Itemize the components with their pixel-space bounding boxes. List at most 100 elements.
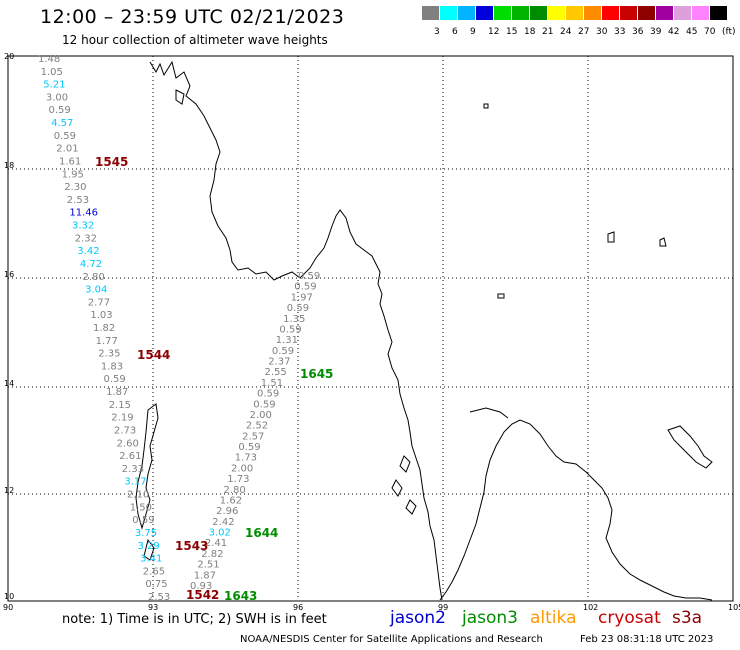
latitude-label: 20 xyxy=(4,52,14,61)
island-andaman xyxy=(135,403,159,530)
swh-value: 3.02 xyxy=(209,528,231,539)
swh-value: 0.93 xyxy=(190,581,212,592)
swh-value: 2.60 xyxy=(117,438,139,449)
swh-value: 4.72 xyxy=(80,259,102,270)
swh-value: 2.37 xyxy=(268,357,290,368)
longitude-label: 102 xyxy=(583,603,598,612)
color-scale-label: 18 xyxy=(524,27,536,37)
island-mergui-3 xyxy=(405,499,417,515)
color-swatch xyxy=(494,6,511,20)
color-swatch xyxy=(548,6,565,20)
swh-value: 1.83 xyxy=(101,361,123,372)
pass-label: 1544 xyxy=(137,348,170,362)
color-scale-label: 3 xyxy=(434,27,440,37)
island-mergui-2 xyxy=(391,479,403,497)
color-swatch xyxy=(674,6,691,20)
swh-value: 2.51 xyxy=(197,560,219,571)
swh-value: 1.51 xyxy=(261,378,283,389)
coast-myanmar xyxy=(149,60,443,601)
swh-value: 2.52 xyxy=(246,421,268,432)
color-scale-label: 12 xyxy=(488,27,500,37)
island-small-3 xyxy=(659,237,667,247)
pass-label: 1543 xyxy=(175,539,208,553)
color-scale-label: 42 xyxy=(668,27,680,37)
swh-value: 3.17 xyxy=(124,477,146,488)
island-small-4 xyxy=(497,293,505,299)
page-subtitle: 12 hour collection of altimeter wave hei… xyxy=(62,33,328,47)
island-small-2 xyxy=(607,231,615,243)
swh-value: 2.10 xyxy=(127,490,149,501)
color-swatch xyxy=(602,6,619,20)
pass-label: 1542 xyxy=(186,588,219,602)
swh-value: 3.00 xyxy=(46,92,68,103)
latitude-label: 18 xyxy=(4,161,14,170)
swh-value: 2.73 xyxy=(114,426,136,437)
color-swatch xyxy=(692,6,709,20)
lat-lon-grid: 20 18 16 14 12 10 90 93 96 99 102 105 xyxy=(3,52,740,612)
longitude-label: 90 xyxy=(3,603,13,612)
swh-value: 1.03 xyxy=(90,310,112,321)
color-scale-label: 30 xyxy=(596,27,608,37)
pass-label: 1645 xyxy=(300,367,333,381)
swh-value: 2.33 xyxy=(122,464,144,475)
swh-value: 0.59 xyxy=(104,374,126,385)
island-mergui-1 xyxy=(399,455,411,473)
swh-value: 1.73 xyxy=(235,453,257,464)
color-swatch xyxy=(710,6,727,20)
swh-value: 1.95 xyxy=(62,169,84,180)
swh-value: 0.59 xyxy=(132,515,154,526)
swh-value: 2.96 xyxy=(216,506,238,517)
generated-timestamp: Feb 23 08:31:18 UTC 2023 xyxy=(580,634,714,645)
color-scale-label: 36 xyxy=(632,27,644,37)
color-scale-label: 45 xyxy=(686,27,698,37)
island-bd-1 xyxy=(175,89,185,105)
swh-value: 0.59 xyxy=(253,399,275,410)
swh-value: 0.59 xyxy=(272,346,294,357)
pass-label: 1643 xyxy=(224,589,257,603)
swh-value: 1.62 xyxy=(220,496,242,507)
swh-value: 1.77 xyxy=(96,336,118,347)
swh-value: 2.00 xyxy=(231,463,253,474)
color-scale-label: 21 xyxy=(542,27,554,37)
satellite-legend-item: jason3 xyxy=(462,608,518,628)
color-swatch xyxy=(512,6,529,20)
swh-value: 3.32 xyxy=(72,221,94,232)
color-swatch xyxy=(620,6,637,20)
swh-value: 2.57 xyxy=(242,431,264,442)
longitude-label: 99 xyxy=(438,603,448,612)
swh-value: 2.80 xyxy=(224,485,246,496)
swh-value: 0.59 xyxy=(238,442,260,453)
swh-value: 1.31 xyxy=(276,335,298,346)
color-scale-label: 70 xyxy=(704,27,716,37)
swh-value: 3.41 xyxy=(140,554,162,565)
swh-value: 0.59 xyxy=(257,389,279,400)
swh-value: 2.32 xyxy=(75,233,97,244)
color-swatch xyxy=(476,6,493,20)
swh-value: 1.82 xyxy=(93,323,115,334)
swh-value: 2.53 xyxy=(67,195,89,206)
swh-value: 2.77 xyxy=(88,297,110,308)
color-swatch xyxy=(638,6,655,20)
swh-value: 2.30 xyxy=(64,182,86,193)
wave-height-tracks: 1.48 1.05 5.213.00 0.59 4.57 0.59 2.01 1.611.95… xyxy=(38,54,320,603)
color-scale-label: 24 xyxy=(560,27,572,37)
swh-value: 0.59 xyxy=(298,271,320,282)
color-swatch xyxy=(584,6,601,20)
swh-value: 1.87 xyxy=(194,570,216,581)
satellite-legend-item: altika xyxy=(530,608,577,628)
coast-gulf xyxy=(469,407,509,419)
satellite-legend-item: s3a xyxy=(672,608,703,628)
swh-value: 0.59 xyxy=(287,303,309,314)
swh-value: 0.59 xyxy=(49,105,71,116)
swh-value: 2.65 xyxy=(143,566,165,577)
swh-value: 1.97 xyxy=(291,292,313,303)
pass-label: 1545 xyxy=(95,155,128,169)
page-title: 12:00 – 23:59 UTC 02/21/2023 xyxy=(40,6,345,28)
swh-value: 1.73 xyxy=(227,474,249,485)
color-scale-label: 39 xyxy=(650,27,662,37)
swh-value: 0.59 xyxy=(294,282,316,293)
swh-value: 1.50 xyxy=(130,502,152,513)
swh-value: 2.82 xyxy=(201,549,223,560)
color-scale-label: 15 xyxy=(506,27,518,37)
island-nicobar xyxy=(143,538,155,561)
